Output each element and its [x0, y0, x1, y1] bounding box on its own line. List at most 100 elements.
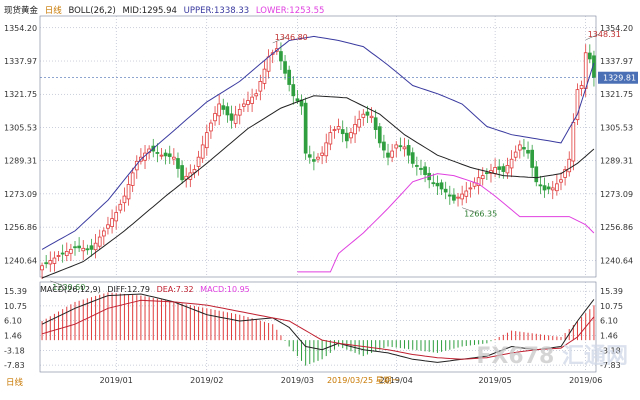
macd-diff-line: [41, 293, 595, 363]
candle-body: [172, 156, 176, 160]
y-tick-label-right: 1240.64: [600, 256, 633, 265]
cursor-date-label: 2019/03/25 星期一: [327, 376, 400, 385]
candle-body: [493, 167, 497, 174]
candle-body: [307, 154, 312, 158]
candle-body: [534, 166, 539, 183]
candle-body: [357, 118, 362, 128]
candle-body: [130, 172, 135, 186]
y-tick-label-right: 1321.75: [600, 90, 633, 99]
candle-body: [266, 56, 271, 72]
last-price-value: 1329.81: [603, 74, 636, 83]
candle-body: [509, 158, 514, 169]
y-tick-label-right: 1256.86: [600, 223, 633, 232]
boll-mid-line: [41, 95, 595, 279]
candle-body: [361, 113, 366, 118]
candle-body: [237, 109, 242, 116]
x-tick-label: 2019/05: [478, 376, 511, 385]
candle-body: [209, 122, 213, 132]
candle-body: [336, 126, 341, 130]
candle-body: [382, 141, 386, 151]
annotation-leader: [585, 33, 600, 41]
candle-body: [530, 149, 535, 168]
candle-body: [550, 187, 555, 191]
candle-body: [373, 117, 378, 130]
period-tag[interactable]: 日线: [44, 6, 62, 16]
candle-body: [60, 252, 65, 255]
macd-y-tick-left: -3.18: [4, 346, 25, 355]
candle-body: [456, 196, 460, 199]
macd-dea-line: [41, 299, 595, 360]
candle-body: [468, 187, 473, 190]
candle-body: [332, 129, 337, 131]
candle-body: [320, 152, 324, 156]
period-button[interactable]: 日线: [6, 378, 24, 388]
candle-body: [283, 61, 287, 74]
candle-body: [101, 230, 106, 237]
candle-body: [176, 158, 180, 169]
candle-body: [505, 164, 510, 174]
candle-body: [435, 182, 440, 187]
macd-y-tick-left: -7.83: [4, 361, 25, 370]
candle-body: [559, 179, 563, 183]
candle-body: [369, 115, 374, 119]
watermark: FX678 汇通网: [476, 344, 628, 369]
macd-y-tick-left: 6.10: [4, 317, 22, 326]
candle-body: [110, 218, 114, 227]
boll-header: 现货黄金 日线 BOLL(26,2) MID:1295.94 UPPER:133…: [4, 4, 328, 18]
macd-label: MACD(26,12,9): [40, 285, 101, 294]
candle-body: [73, 246, 77, 249]
candle-body: [386, 152, 390, 158]
candle-body: [522, 147, 526, 150]
candle-body: [106, 224, 110, 229]
candle-body: [254, 93, 259, 97]
candle-body: [587, 52, 592, 60]
candle-body: [402, 146, 407, 150]
candle-body: [344, 132, 349, 142]
x-tick-label: 2019/06: [569, 376, 602, 385]
candle-body: [575, 89, 580, 121]
x-tick-label: 2019/03: [281, 376, 314, 385]
candle-body: [571, 121, 576, 162]
y-tick-label-right: 1273.09: [600, 190, 633, 199]
candle-body: [415, 165, 419, 167]
boll-mid: MID:1295.94: [122, 6, 177, 16]
candle-body: [303, 102, 308, 154]
candle-body: [542, 185, 547, 191]
candle-body: [423, 166, 427, 176]
macd-plot-frame: [39, 281, 597, 373]
candle-body: [377, 126, 382, 144]
candle-body: [155, 152, 160, 154]
candle-body: [579, 85, 584, 89]
candle-body: [526, 149, 530, 154]
instrument-name: 现货黄金: [4, 6, 39, 16]
macd-y-tick-right: -7.83: [600, 361, 621, 370]
candle-body: [122, 195, 127, 204]
candle-body: [221, 105, 226, 110]
candle-body: [390, 150, 394, 158]
candle-body: [204, 132, 209, 149]
candle-body: [517, 144, 522, 151]
price-annotation: 1346.80: [275, 33, 308, 42]
candle-body: [349, 132, 353, 139]
last-price-tag: [598, 71, 638, 84]
macd-y-tick-left: 10.75: [4, 302, 27, 311]
candle-body: [476, 177, 481, 186]
macd-y-tick-right: 1.46: [600, 331, 618, 340]
candle-body: [287, 69, 292, 85]
candle-body: [328, 132, 333, 145]
candle-body: [97, 236, 102, 247]
candle-body: [501, 166, 506, 172]
y-tick-label-right: 1289.31: [600, 157, 633, 166]
candle-body: [431, 182, 436, 185]
candle-body: [447, 194, 452, 197]
candle-body: [93, 242, 98, 251]
candle-body: [246, 100, 250, 105]
macd-y-tick-left: 1.46: [4, 331, 22, 340]
candle-body: [77, 245, 81, 249]
main-plot-frame: [39, 15, 597, 278]
candle-body: [353, 124, 357, 135]
candle-body: [538, 184, 543, 187]
annotation-leader: [50, 280, 65, 287]
macd-header: MACD(26,12,9) DIFF:12.79 DEA:7.32 MACD:1…: [40, 284, 254, 296]
